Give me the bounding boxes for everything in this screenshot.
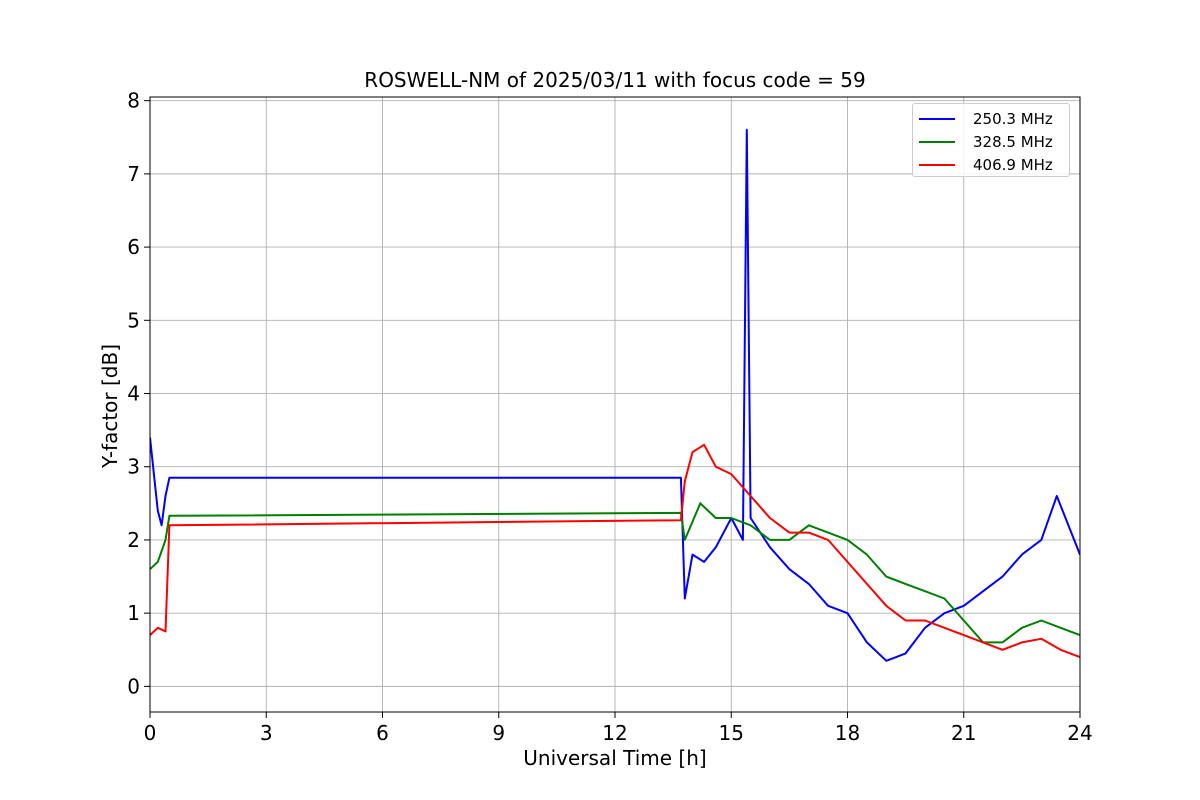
x-tick-label: 21 xyxy=(951,721,976,745)
x-axis-label: Universal Time [h] xyxy=(523,746,707,770)
x-tick-label: 3 xyxy=(260,721,273,745)
series-line-0 xyxy=(150,128,1080,662)
y-tick-label: 6 xyxy=(127,235,140,259)
legend-swatch-328 xyxy=(919,140,955,143)
y-tick-label: 8 xyxy=(127,89,140,113)
grid-layer xyxy=(149,97,1081,712)
x-tick-label: 18 xyxy=(835,721,860,745)
y-axis-label: Y-factor [dB] xyxy=(98,343,122,469)
y-tick-label: 5 xyxy=(127,308,140,332)
legend-swatch-406 xyxy=(919,163,955,166)
series-line-2 xyxy=(150,443,1080,659)
series-line-1 xyxy=(150,502,1080,644)
y-tick-label: 4 xyxy=(127,382,140,406)
legend-item: 406.9 MHz xyxy=(919,153,1063,176)
x-tick-label: 12 xyxy=(602,721,627,745)
series-layer xyxy=(150,128,1080,662)
x-tick-label: 15 xyxy=(719,721,744,745)
y-tick-label: 1 xyxy=(127,601,140,625)
legend-label-250: 250.3 MHz xyxy=(973,109,1053,128)
x-tick-label: 6 xyxy=(376,721,389,745)
y-tick-label: 0 xyxy=(127,674,140,698)
legend-swatch-250 xyxy=(919,117,955,120)
legend-item: 328.5 MHz xyxy=(919,130,1063,153)
y-tick-label: 2 xyxy=(127,528,140,552)
y-tick-label: 3 xyxy=(127,455,140,479)
legend-item: 250.3 MHz xyxy=(919,107,1063,130)
x-tick-label: 24 xyxy=(1067,721,1092,745)
y-tick-label: 7 xyxy=(127,162,140,186)
legend: 250.3 MHz 328.5 MHz 406.9 MHz xyxy=(912,103,1070,177)
x-tick-label: 0 xyxy=(144,721,157,745)
chart-title: ROSWELL-NM of 2025/03/11 with focus code… xyxy=(364,68,866,92)
legend-label-406: 406.9 MHz xyxy=(973,155,1053,174)
x-tick-label: 9 xyxy=(492,721,505,745)
legend-label-328: 328.5 MHz xyxy=(973,132,1053,151)
